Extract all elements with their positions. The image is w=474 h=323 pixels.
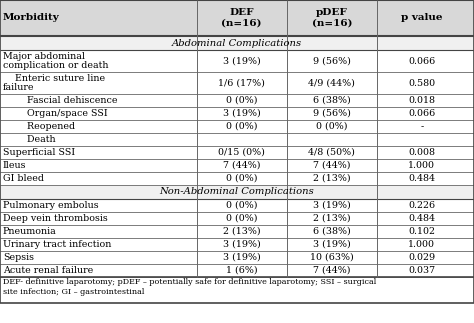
Bar — [0, 50, 474, 72]
Text: 0.037: 0.037 — [408, 266, 436, 275]
Text: 4/9 (44%): 4/9 (44%) — [309, 78, 355, 88]
Text: 6 (38%): 6 (38%) — [313, 227, 351, 236]
Text: 3 (19%): 3 (19%) — [223, 109, 261, 118]
Text: 0.484: 0.484 — [409, 174, 435, 183]
Text: Major abdominal
complication or death: Major abdominal complication or death — [3, 52, 109, 70]
Text: 0 (0%): 0 (0%) — [226, 174, 257, 183]
Bar — [0, 94, 474, 107]
Text: 0.066: 0.066 — [408, 57, 436, 66]
Text: 7 (44%): 7 (44%) — [313, 161, 351, 170]
Bar — [0, 120, 474, 133]
Text: pDEF
(n=16): pDEF (n=16) — [311, 8, 352, 28]
Text: 0/15 (0%): 0/15 (0%) — [219, 148, 265, 157]
Text: 0.484: 0.484 — [409, 214, 435, 223]
Text: Deep vein thrombosis: Deep vein thrombosis — [3, 214, 108, 223]
Text: DEF- definitive laparotomy; pDEF – potentially safe for definitive laparotomy; S: DEF- definitive laparotomy; pDEF – poten… — [3, 278, 376, 296]
Text: Enteric suture line
failure: Enteric suture line failure — [3, 74, 105, 92]
Bar — [0, 277, 474, 303]
Text: 1/6 (17%): 1/6 (17%) — [219, 78, 265, 88]
Text: 6 (38%): 6 (38%) — [313, 96, 351, 105]
Text: -: - — [420, 122, 423, 131]
Text: Pneumonia: Pneumonia — [3, 227, 57, 236]
Text: 0 (0%): 0 (0%) — [226, 96, 257, 105]
Text: 1.000: 1.000 — [409, 161, 435, 170]
Text: 0 (0%): 0 (0%) — [226, 122, 257, 131]
Text: 3 (19%): 3 (19%) — [313, 201, 351, 210]
Text: p value: p value — [401, 14, 443, 23]
Bar — [0, 185, 474, 199]
Text: 0.066: 0.066 — [408, 109, 436, 118]
Text: Acute renal failure: Acute renal failure — [3, 266, 93, 275]
Text: 3 (19%): 3 (19%) — [223, 253, 261, 262]
Text: DEF
(n=16): DEF (n=16) — [221, 8, 262, 28]
Text: 1 (6%): 1 (6%) — [226, 266, 257, 275]
Bar — [0, 0, 474, 36]
Bar — [0, 107, 474, 120]
Text: Reopened: Reopened — [3, 122, 75, 131]
Bar — [0, 72, 474, 94]
Text: Superficial SSI: Superficial SSI — [3, 148, 75, 157]
Text: 3 (19%): 3 (19%) — [223, 57, 261, 66]
Text: 0.018: 0.018 — [409, 96, 435, 105]
Bar — [0, 172, 474, 185]
Bar — [0, 212, 474, 225]
Text: 2 (13%): 2 (13%) — [313, 214, 351, 223]
Text: Fascial dehiscence: Fascial dehiscence — [3, 96, 118, 105]
Text: 7 (44%): 7 (44%) — [223, 161, 261, 170]
Text: 2 (13%): 2 (13%) — [313, 174, 351, 183]
Text: 10 (63%): 10 (63%) — [310, 253, 354, 262]
Text: Organ/space SSI: Organ/space SSI — [3, 109, 108, 118]
Bar — [0, 199, 474, 212]
Text: 2 (13%): 2 (13%) — [223, 227, 261, 236]
Text: 0 (0%): 0 (0%) — [226, 201, 257, 210]
Text: 3 (19%): 3 (19%) — [223, 240, 261, 249]
Text: Ileus: Ileus — [3, 161, 27, 170]
Text: 0.102: 0.102 — [409, 227, 435, 236]
Text: 9 (56%): 9 (56%) — [313, 109, 351, 118]
Text: 0 (0%): 0 (0%) — [316, 122, 347, 131]
Text: Death: Death — [3, 135, 55, 144]
Text: 3 (19%): 3 (19%) — [313, 240, 351, 249]
Text: Morbidity: Morbidity — [3, 14, 60, 23]
Bar — [0, 133, 474, 146]
Bar — [0, 238, 474, 251]
Text: 0.008: 0.008 — [409, 148, 435, 157]
Text: 4/8 (50%): 4/8 (50%) — [309, 148, 355, 157]
Text: 1.000: 1.000 — [409, 240, 435, 249]
Text: 9 (56%): 9 (56%) — [313, 57, 351, 66]
Text: Pulmonary embolus: Pulmonary embolus — [3, 201, 99, 210]
Text: 0.226: 0.226 — [408, 201, 436, 210]
Text: GI bleed: GI bleed — [3, 174, 44, 183]
Text: 0 (0%): 0 (0%) — [226, 214, 257, 223]
Bar — [0, 251, 474, 264]
Text: 0.580: 0.580 — [408, 78, 436, 88]
Text: Sepsis: Sepsis — [3, 253, 34, 262]
Bar — [0, 225, 474, 238]
Bar — [0, 159, 474, 172]
Bar — [0, 36, 474, 50]
Text: Urinary tract infection: Urinary tract infection — [3, 240, 111, 249]
Text: 0.029: 0.029 — [408, 253, 436, 262]
Bar — [0, 264, 474, 277]
Text: Abdominal Complications: Abdominal Complications — [172, 38, 302, 47]
Bar — [0, 146, 474, 159]
Text: 7 (44%): 7 (44%) — [313, 266, 351, 275]
Text: Non-Abdominal Complications: Non-Abdominal Complications — [160, 187, 314, 196]
